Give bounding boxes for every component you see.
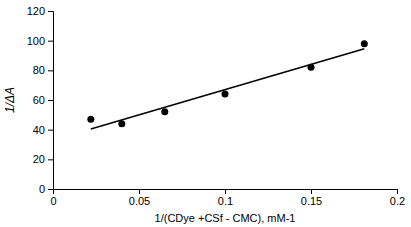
- tick-label: 0.15: [301, 195, 322, 207]
- tick-label: 120: [27, 5, 45, 17]
- tick-mark: [48, 130, 53, 131]
- point: [161, 108, 168, 115]
- tick-mark: [48, 70, 53, 71]
- tick: 80: [33, 64, 53, 76]
- chart: 0 0.05 0.1 0.15 0.2 0 20 40 60 80 100 120 1/(CDye +C…: [0, 0, 411, 227]
- tick-mark: [48, 189, 53, 190]
- tick-label: 60: [33, 94, 45, 106]
- point: [222, 91, 229, 98]
- tick-label: 100: [27, 35, 45, 47]
- tick-label: 0.05: [129, 195, 150, 207]
- plot: 0 0.05 0.1 0.15 0.2 0 20 40 60 80 100 120: [27, 5, 406, 207]
- tick-label: 80: [33, 64, 45, 76]
- marks: [87, 40, 367, 129]
- tick: 0: [39, 183, 53, 195]
- tick: 0.1: [218, 189, 233, 207]
- tick: 20: [33, 153, 53, 165]
- trend-line: [91, 49, 364, 129]
- x-axis: 0 0.05 0.1 0.15 0.2: [50, 189, 405, 207]
- tick-mark: [397, 189, 398, 194]
- tick-mark: [48, 159, 53, 160]
- tick: 40: [33, 124, 53, 136]
- tick: 0.2: [390, 189, 405, 207]
- y-axis: 0 20 40 60 80 100 120: [27, 5, 54, 195]
- axis-line: [54, 190, 398, 195]
- tick-label: 0: [39, 183, 45, 195]
- point: [361, 40, 368, 47]
- tick-mark: [225, 189, 226, 194]
- tick-label: 0.1: [218, 195, 233, 207]
- tick: 60: [33, 94, 53, 106]
- tick-label: 0: [50, 195, 56, 207]
- tick-label: 0.2: [390, 195, 405, 207]
- y-axis-title: 1/ΔA: [3, 87, 17, 113]
- tick: 120: [27, 5, 53, 17]
- tick: 0.05: [129, 189, 150, 207]
- x-axis-title: 1/(CDye +CSf - CMC), mM-1: [155, 212, 296, 224]
- tick: 0.15: [301, 189, 322, 207]
- tick-mark: [311, 189, 312, 194]
- point: [87, 116, 94, 123]
- tick-label: 40: [33, 124, 45, 136]
- tick-mark: [48, 41, 53, 42]
- tick: 0: [50, 189, 56, 207]
- tick-mark: [139, 189, 140, 194]
- tick-mark: [48, 11, 53, 12]
- tick: 100: [27, 35, 53, 47]
- axis-line: [48, 12, 54, 190]
- tick-mark: [48, 100, 53, 101]
- tick-label: 20: [33, 153, 45, 165]
